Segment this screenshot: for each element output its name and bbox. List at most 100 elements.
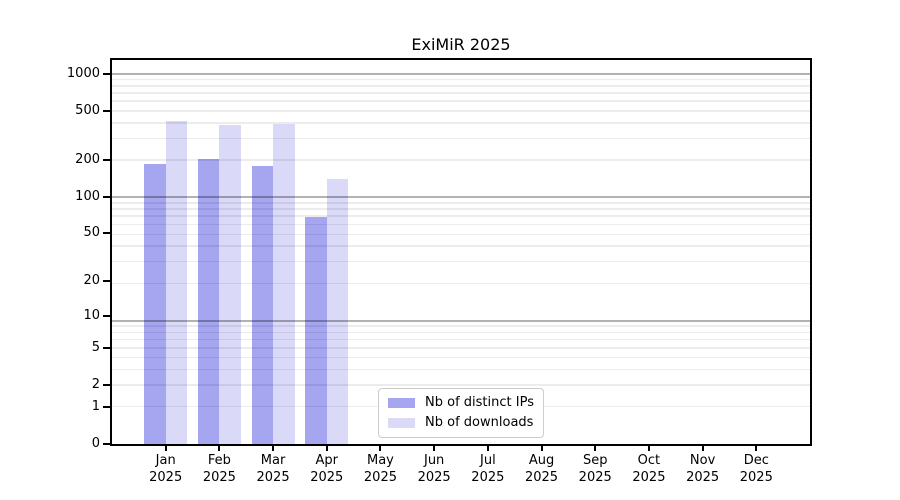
x-tick-label-jul: Jul 2025 <box>448 453 528 486</box>
x-tick-label-jun: Jun 2025 <box>394 453 474 486</box>
minor-gridline <box>112 85 810 87</box>
x-tick-label-jan: Jan 2025 <box>126 453 206 486</box>
minor-gridline <box>112 78 810 81</box>
y-tick-label-20: 20 <box>83 272 100 288</box>
x-tick-label-nov: Nov 2025 <box>663 453 743 486</box>
x-tick-month: Oct <box>637 453 661 468</box>
minor-gridline <box>112 325 810 327</box>
bar-nb-of-distinct-ips-mar <box>251 166 274 444</box>
bars-layer <box>112 60 810 444</box>
x-tick-mark <box>164 444 167 451</box>
y-tick-label-1: 1 <box>91 398 100 414</box>
legend-swatch <box>388 418 416 428</box>
minor-gridline <box>112 347 810 349</box>
minor-gridline <box>112 122 810 124</box>
legend-item-nb-of-distinct-ips: Nb of distinct IPs <box>388 395 534 411</box>
major-gridline <box>112 196 810 199</box>
x-tick-mark <box>272 444 275 451</box>
x-tick-month: Sep <box>582 453 608 468</box>
minor-gridline <box>112 215 810 217</box>
bar-nb-of-distinct-ips-jan <box>144 163 166 444</box>
y-tick-mark <box>103 195 110 198</box>
x-tick-mark <box>755 444 758 451</box>
y-tick-mark <box>103 384 110 387</box>
y-tick-mark <box>103 347 110 350</box>
minor-gridline <box>112 110 810 112</box>
x-tick-label-oct: Oct 2025 <box>609 453 689 486</box>
x-tick-label-may: May 2025 <box>340 453 420 486</box>
x-tick-month: Nov <box>689 453 716 468</box>
bar-nb-of-distinct-ips-feb <box>197 159 220 444</box>
x-tick-mark <box>594 444 597 451</box>
x-tick-year: 2025 <box>686 469 720 485</box>
minor-gridline <box>112 338 810 341</box>
bar-nb-of-downloads-apr <box>326 179 349 444</box>
bar-nb-of-distinct-ips-apr <box>305 217 327 444</box>
x-tick-year: 2025 <box>739 469 773 485</box>
major-gridline <box>112 319 810 322</box>
x-tick-month: Mar <box>260 453 286 468</box>
minor-gridline <box>112 260 810 263</box>
bar-nb-of-downloads-mar <box>273 124 295 444</box>
x-tick-label-dec: Dec 2025 <box>716 453 796 486</box>
plot-area: 0 1 2 5 10 20 50 100 200 500 1000 Jan 2025 Feb 2025 Ma… <box>67 58 812 485</box>
y-tick-mark <box>103 73 110 76</box>
minor-gridline <box>112 202 810 204</box>
minor-gridline <box>112 356 810 359</box>
x-tick-mark <box>433 444 436 451</box>
y-tick-mark <box>103 314 110 317</box>
y-tick-label-0: 0 <box>91 436 100 451</box>
x-tick-year: 2025 <box>363 469 397 485</box>
x-tick-month: Aug <box>528 453 555 468</box>
x-tick-month: Dec <box>743 453 769 468</box>
y-tick-label-200: 200 <box>75 152 100 167</box>
x-tick-label-aug: Aug 2025 <box>502 453 582 486</box>
minor-gridline <box>112 282 810 285</box>
y-tick-mark <box>103 110 110 113</box>
x-tick-mark <box>701 444 704 451</box>
legend-swatch <box>388 398 416 408</box>
x-tick-label-sep: Sep 2025 <box>555 453 635 486</box>
x-tick-label-apr: Apr 2025 <box>287 453 367 486</box>
x-tick-month: Jul <box>480 453 496 468</box>
legend-label: Nb of downloads <box>425 415 534 430</box>
bar-nb-of-downloads-jan <box>165 120 188 444</box>
x-tick-mark <box>379 444 382 451</box>
x-tick-mark <box>325 444 328 451</box>
minor-gridline <box>112 384 810 386</box>
x-tick-month: May <box>367 453 394 468</box>
x-tick-year: 2025 <box>524 469 559 485</box>
y-tick-label-10: 10 <box>83 307 100 323</box>
x-tick-label-mar: Mar 2025 <box>233 453 313 486</box>
y-tick-label-2: 2 <box>91 377 100 393</box>
legend-label: Nb of distinct IPs <box>425 395 534 410</box>
x-tick-year: 2025 <box>256 469 290 485</box>
y-tick-mark <box>103 405 110 408</box>
y-tick-mark <box>103 443 110 445</box>
x-tick-mark <box>540 444 543 451</box>
y-tick-label-50: 50 <box>83 225 100 241</box>
minor-gridline <box>112 233 810 235</box>
x-tick-year: 2025 <box>310 469 344 485</box>
x-tick-label-feb: Feb 2025 <box>179 453 259 486</box>
minor-gridline <box>112 368 810 371</box>
minor-gridline <box>112 245 810 247</box>
y-tick-label-1000: 1000 <box>66 66 100 82</box>
x-tick-month: Apr <box>315 453 339 468</box>
x-tick-year: 2025 <box>471 469 505 485</box>
bar-nb-of-downloads-feb <box>219 124 241 444</box>
minor-gridline <box>112 100 810 102</box>
major-gridline <box>112 73 810 76</box>
chart-title: ExiMiR 2025 <box>411 35 511 54</box>
y-tick-mark <box>103 279 110 282</box>
x-tick-mark <box>218 444 221 451</box>
x-tick-year: 2025 <box>578 469 612 485</box>
minor-gridline <box>112 137 810 140</box>
y-tick-mark <box>103 159 110 161</box>
x-tick-month: Feb <box>207 453 231 468</box>
minor-gridline <box>112 331 810 334</box>
y-tick-label-500: 500 <box>75 103 100 119</box>
x-tick-year: 2025 <box>632 469 666 485</box>
legend-item-nb-of-downloads: Nb of downloads <box>388 415 534 431</box>
minor-gridline <box>112 159 810 161</box>
